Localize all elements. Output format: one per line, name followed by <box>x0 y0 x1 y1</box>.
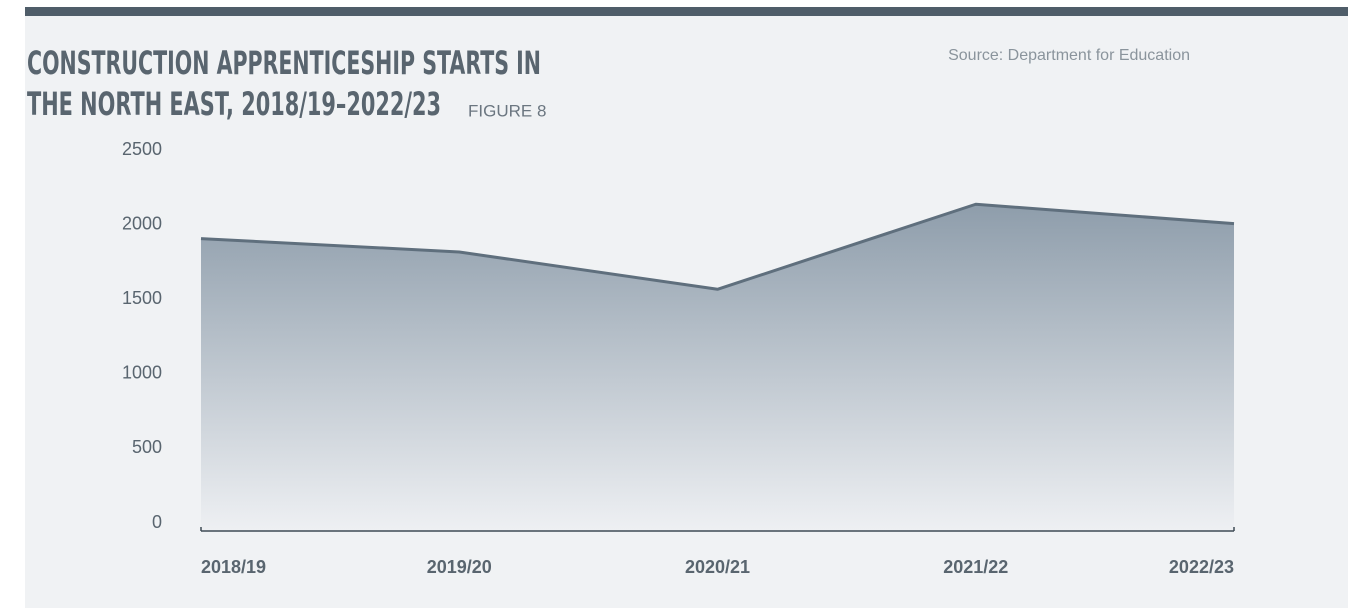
y-tick-label: 1000 <box>122 363 162 383</box>
y-tick-label: 0 <box>152 512 162 532</box>
x-tick-label: 2018/19 <box>201 557 266 577</box>
line <box>200 202 1235 291</box>
x-tick-label: 2019/20 <box>427 557 492 577</box>
source: Source: Department for Education <box>948 47 1190 64</box>
chart-title: THE NORTH EAST, 2018/19–2022/23 <box>27 85 441 123</box>
figure-label: FIGURE 8 <box>468 101 546 120</box>
x-tick-label: 2021/22 <box>943 557 1008 577</box>
area <box>201 204 1234 531</box>
y-tick-label: 2500 <box>122 139 162 159</box>
x-tick-label: 2020/21 <box>685 557 750 577</box>
y-tick-label: 1500 <box>122 288 162 308</box>
top-bar <box>25 7 1348 16</box>
y-tick-label: 500 <box>132 437 162 457</box>
x-tick-label: 2022/23 <box>1169 557 1234 577</box>
chart-title: CONSTRUCTION APPRENTICESHIP STARTS IN <box>27 44 541 82</box>
y-tick-label: 2000 <box>122 213 162 233</box>
